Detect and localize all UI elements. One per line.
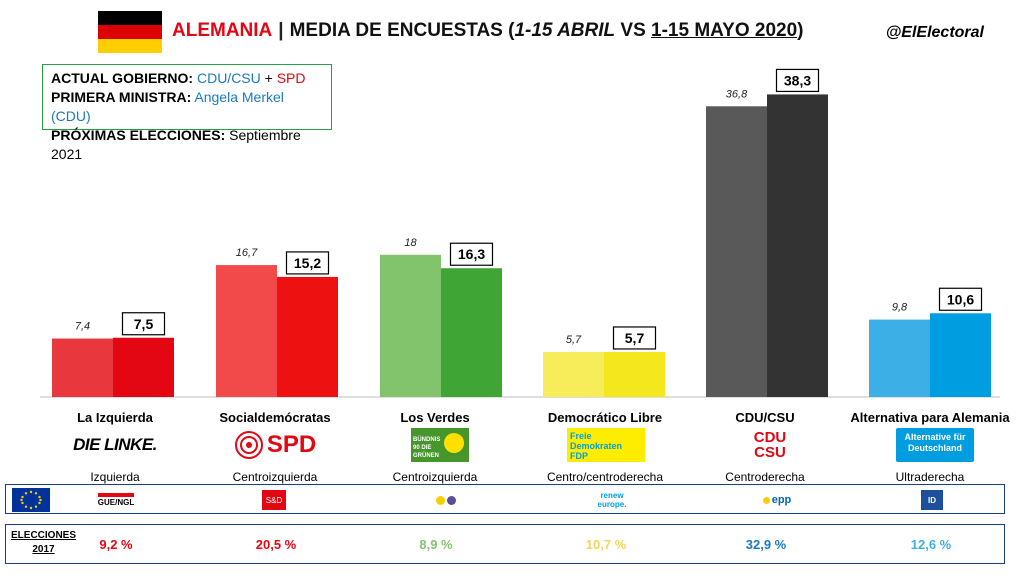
label-cur-gruene: 16,3: [458, 246, 485, 262]
ideology-afd: Ultraderecha: [895, 470, 965, 484]
pm-label: PRIMERA MINISTRA:: [51, 89, 192, 105]
elections-2017-afd: 12,6 %: [910, 537, 952, 552]
bar-cur-spd: [277, 276, 338, 397]
elec-label: PRÓXIMAS ELECCIONES:: [51, 127, 226, 143]
elec-value: Septiembre 2021: [51, 127, 301, 162]
gov-plus: +: [264, 70, 273, 86]
rose-icon: [234, 431, 263, 459]
bar-prev-cdu: [706, 106, 767, 397]
bar-cur-linke: [113, 337, 174, 397]
afd-logo-icon: Alternative für Deutschland: [895, 428, 975, 462]
label-box-cur-afd: [938, 287, 983, 311]
gov-party-2: SPD: [276, 70, 306, 86]
eu-group-id-icon: ID: [921, 490, 943, 510]
info-government: ACTUAL GOBIERNO: CDU/CSU + SPD: [51, 69, 323, 88]
elections-label: ELECCIONES 2017: [11, 530, 77, 555]
bar-cur-cdu: [767, 94, 828, 398]
party-name-spd: Socialdemócratas: [219, 410, 331, 425]
die-linke-logo-icon: DIE LINKE.: [73, 435, 157, 454]
title-separator: |: [278, 20, 284, 41]
eu-flag-icon: [12, 488, 50, 512]
info-box: ACTUAL GOBIERNO: CDU/CSU + SPD PRIMERA M…: [42, 64, 332, 162]
label-cur-fdp: 5,7: [625, 330, 645, 346]
bar-cur-fdp: [604, 351, 665, 397]
elections-2017-spd: 20,5 %: [255, 537, 297, 552]
page-title: ALEMANIA | MEDIA DE ENCUESTAS (1-15 ABRIL …: [172, 20, 803, 42]
info-prime-minister: PRIMERA MINISTRA: Angela Merkel (CDU): [51, 88, 323, 126]
bar-cur-afd: [930, 313, 991, 397]
party-name-afd: Alternativa para Alemania: [850, 410, 1010, 425]
eu-group-sd-icon: S&D: [262, 490, 286, 510]
gov-party-1: CDU/CSU: [196, 70, 261, 86]
gruene-logo-icon: BÜNDNIS 90 DIE GRÜNEN: [410, 428, 470, 462]
title-subtitle-a: MEDIA DE ENCUESTAS (: [289, 20, 515, 41]
label-cur-afd: 10,6: [947, 291, 974, 307]
label-cur-spd: 15,2: [294, 255, 321, 271]
label-prev-fdp: 5,7: [566, 334, 582, 346]
bar-prev-spd: [216, 265, 277, 397]
fdp-logo-icon: Freie Demokraten FDP: [566, 428, 646, 462]
info-next-elections: PRÓXIMAS ELECCIONES: Septiembre 2021: [51, 126, 323, 164]
ideology-linke: Izquierda: [90, 470, 140, 484]
cdu-csu-logo-icon: CDU CSU: [753, 429, 787, 461]
party-name-cdu: CDU/CSU: [735, 410, 795, 425]
title-vs: VS: [615, 20, 652, 41]
label-box-cur-fdp: [612, 326, 657, 350]
bar-prev-gruene: [380, 254, 441, 397]
germany-flag-icon: [98, 11, 162, 53]
author-handle: @ElElectoral: [885, 24, 984, 41]
elections-2017-row: ELECCIONES 2017 9,2 % 20,5 % 8,9 % 10,7 …: [5, 524, 1005, 564]
spd-logo-icon: SPD: [228, 428, 322, 462]
label-cur-linke: 7,5: [134, 316, 154, 332]
label-box-cur-linke: [121, 312, 166, 336]
bar-prev-fdp: [543, 351, 604, 397]
bar-prev-afd: [869, 319, 930, 397]
gov-label: ACTUAL GOBIERNO:: [51, 70, 194, 86]
ideology-gruene: Centroizquierda: [392, 470, 478, 484]
eu-group-epp-icon: epp: [754, 490, 800, 510]
party-name-fdp: Democrático Libre: [547, 410, 663, 425]
elections-2017-fdp: 10,7 %: [585, 537, 627, 552]
pm-value: Angela Merkel (CDU): [51, 89, 284, 124]
elections-2017-cdu: 32,9 %: [745, 537, 787, 552]
label-prev-gruene: 18: [404, 237, 417, 249]
label-box-cur-spd: [285, 251, 330, 275]
label-cur-cdu: 38,3: [784, 72, 811, 88]
label-box-cur-gruene: [449, 242, 494, 266]
bar-chart: 7,4 7,5 16,7 15,2 18 16,3 5,7 5,7 36,8 38,3 9,8 10,…: [40, 68, 1000, 398]
label-prev-spd: 16,7: [236, 247, 258, 259]
label-box-cur-cdu: [775, 68, 820, 93]
ideology-fdp: Centro/centroderecha: [546, 470, 664, 484]
title-subtitle-end: ): [797, 20, 804, 41]
label-prev-cdu: 36,8: [726, 88, 748, 100]
bar-prev-linke: [52, 338, 113, 397]
elections-2017-linke: 9,2 %: [99, 537, 133, 552]
eu-groups-row: GUE/NGL S&D renew europe. epp ID: [5, 484, 1005, 514]
ideology-cdu: Centroderecha: [725, 470, 805, 484]
ideology-spd: Centroizquierda: [232, 470, 318, 484]
bar-cur-gruene: [441, 268, 502, 397]
elections-2017-gruene: 8,9 %: [419, 537, 453, 552]
label-prev-linke: 7,4: [75, 321, 90, 333]
title-country: ALEMANIA: [172, 20, 273, 41]
eu-group-gue-ngl-icon: GUE/NGL: [86, 490, 146, 510]
title-period-b: 1-15 MAYO 2020: [651, 20, 798, 41]
eu-group-greens-efa-icon: [426, 490, 466, 510]
eu-group-renew-icon: renew europe.: [597, 491, 627, 509]
party-name-linke: La Izquierda: [77, 410, 153, 425]
label-prev-afd: 9,8: [892, 302, 908, 314]
title-period-a: 1-15 ABRIL: [514, 20, 616, 41]
party-name-gruene: Los Verdes: [400, 410, 470, 425]
